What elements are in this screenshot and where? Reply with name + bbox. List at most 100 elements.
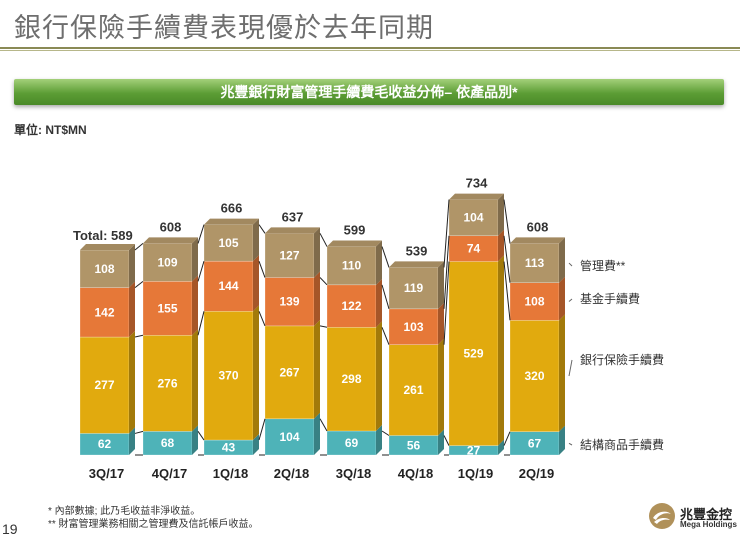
value-label-structured-2: 43 xyxy=(222,441,236,455)
bar-top-6 xyxy=(449,193,504,200)
x-tick-label-1: 4Q/17 xyxy=(152,466,187,481)
bar-bancassurance-2 xyxy=(203,311,254,441)
page-number: 19 xyxy=(2,521,18,537)
bar-side-fund-3 xyxy=(314,271,320,326)
title-divider-thin xyxy=(0,50,740,51)
bar-side-mgmt-1 xyxy=(192,237,198,282)
bar-side-structured-7 xyxy=(559,425,565,455)
bar-fund-1 xyxy=(142,281,193,336)
connector-structured-0 xyxy=(134,430,144,434)
bar-side-structured-6 xyxy=(498,439,504,455)
connector-mgmt-5 xyxy=(443,199,450,268)
unit-label: 單位: NT$MN xyxy=(14,123,87,137)
bar-side-structured-3 xyxy=(314,412,320,455)
total-label-6: 734 xyxy=(466,176,488,191)
connector-mgmt-4 xyxy=(381,246,390,268)
bar-side-bancassurance-3 xyxy=(314,319,320,419)
value-label-fund-4: 122 xyxy=(341,299,361,313)
value-label-mgmt-6: 104 xyxy=(463,211,483,225)
connector-mgmt-3 xyxy=(319,233,328,247)
bar-side-structured-4 xyxy=(376,424,382,455)
legend-leader-bancassurance xyxy=(568,359,573,377)
value-label-bancassurance-5: 261 xyxy=(403,383,423,397)
value-label-structured-1: 68 xyxy=(161,436,175,450)
total-label-2: 666 xyxy=(221,201,243,216)
connector-bancassurance-1 xyxy=(197,311,205,336)
value-label-mgmt-5: 119 xyxy=(404,281,424,295)
connector-fund-0 xyxy=(134,280,144,289)
connector-fund-1 xyxy=(197,261,205,282)
bar-structured-3 xyxy=(264,418,315,456)
bar-bancassurance-6 xyxy=(448,261,499,446)
value-label-mgmt-4: 110 xyxy=(342,259,362,273)
total-label-1: 608 xyxy=(160,219,182,234)
bar-side-fund-4 xyxy=(376,278,382,328)
connector-bancassurance-4 xyxy=(381,327,390,345)
connector-structured-3 xyxy=(319,418,328,432)
bar-side-mgmt-3 xyxy=(314,227,320,278)
bar-side-mgmt-0 xyxy=(129,244,135,288)
bar-side-bancassurance-2 xyxy=(253,305,259,441)
legend-label-fund: 基金手續費 xyxy=(580,291,640,306)
bar-mgmt-2 xyxy=(203,224,254,262)
bar-side-fund-7 xyxy=(559,276,565,321)
connector-fund-6 xyxy=(503,235,511,283)
bar-top-5 xyxy=(389,261,444,268)
value-label-fund-5: 103 xyxy=(403,320,423,334)
connector-structured-2 xyxy=(258,418,266,441)
value-label-structured-3: 104 xyxy=(279,430,299,444)
footnote-management-fee: ** 財富管理業務相關之管理費及信託帳戶收益。 xyxy=(48,519,259,530)
bar-side-fund-6 xyxy=(498,229,504,262)
connector-structured-1 xyxy=(197,431,205,441)
bar-top-2 xyxy=(204,218,259,225)
x-tick-label-4: 3Q/18 xyxy=(336,466,371,481)
value-label-mgmt-2: 105 xyxy=(218,236,238,250)
bar-bancassurance-3 xyxy=(264,325,315,420)
value-label-mgmt-0: 108 xyxy=(94,262,114,276)
connector-mgmt-1 xyxy=(197,224,205,244)
connector-bancassurance-2 xyxy=(258,311,266,327)
bar-bancassurance-4 xyxy=(326,327,377,432)
value-label-fund-6: 74 xyxy=(467,242,481,256)
value-label-fund-0: 142 xyxy=(94,305,114,319)
footnote-internal-data: * 內部數據; 此乃毛收益非淨收益。 xyxy=(48,506,201,517)
bar-side-mgmt-7 xyxy=(559,237,565,283)
total-label-5: 539 xyxy=(406,243,428,258)
value-label-fund-7: 108 xyxy=(524,295,544,309)
value-label-mgmt-3: 127 xyxy=(279,248,299,262)
connector-structured-4 xyxy=(381,430,390,436)
value-label-bancassurance-2: 370 xyxy=(218,369,238,383)
bar-side-bancassurance-1 xyxy=(192,329,198,432)
x-tick-label-5: 4Q/18 xyxy=(398,466,433,481)
value-label-bancassurance-1: 276 xyxy=(157,376,177,390)
total-label-3: 637 xyxy=(282,209,304,224)
x-tick-label-6: 1Q/19 xyxy=(458,466,493,481)
bar-side-mgmt-6 xyxy=(498,193,504,236)
bar-mgmt-0 xyxy=(79,249,130,288)
title-divider xyxy=(0,47,740,49)
value-label-mgmt-7: 113 xyxy=(525,256,545,270)
connector-fund-3 xyxy=(319,277,328,286)
bar-top-4 xyxy=(327,240,382,247)
total-label-0: Total: 589 xyxy=(73,228,133,243)
logo-name-cn: 兆豐金控 xyxy=(680,507,733,522)
bar-bancassurance-5 xyxy=(388,344,439,436)
chart-banner: 兆豐銀行財富管理手續費毛收益分佈– 依產品別* xyxy=(14,79,724,105)
bar-side-fund-0 xyxy=(129,281,135,338)
value-label-structured-4: 69 xyxy=(345,436,359,450)
bar-side-mgmt-2 xyxy=(253,218,259,262)
connector-bancassurance-5 xyxy=(443,261,450,345)
x-tick-label-7: 2Q/19 xyxy=(519,466,554,481)
bar-mgmt-4 xyxy=(326,246,377,286)
bar-bancassurance-0 xyxy=(79,336,130,434)
connector-mgmt-6 xyxy=(503,199,511,244)
x-tick-label-2: 1Q/18 xyxy=(213,466,248,481)
bar-side-structured-5 xyxy=(438,429,444,455)
bar-fund-2 xyxy=(203,260,254,312)
bar-bancassurance-7 xyxy=(509,320,560,432)
value-label-fund-2: 144 xyxy=(218,279,238,293)
value-label-fund-1: 155 xyxy=(157,301,177,315)
connector-mgmt-0 xyxy=(134,243,144,251)
value-label-structured-0: 62 xyxy=(98,437,112,451)
